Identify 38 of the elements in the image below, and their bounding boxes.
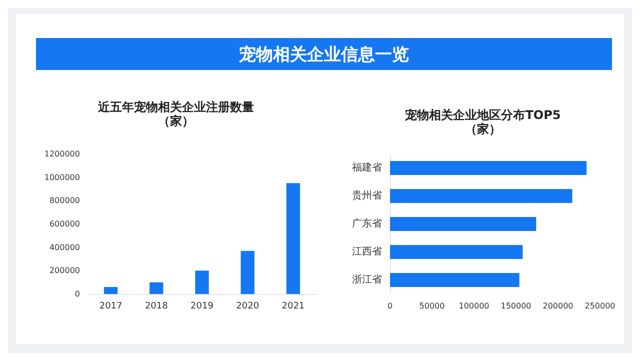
y-tick-label: 广东省 bbox=[352, 218, 382, 230]
bar bbox=[390, 189, 572, 203]
bar bbox=[240, 250, 254, 294]
y-tick-label: 600000 bbox=[49, 220, 80, 228]
bar bbox=[390, 273, 520, 287]
y-tick-label: 800000 bbox=[49, 196, 80, 206]
y-tick-label: 0 bbox=[74, 290, 80, 298]
chart-title: 近五年宠物相关企业注册数量 bbox=[97, 100, 254, 114]
x-tick-label: 2018 bbox=[144, 302, 168, 312]
x-tick-label: 50000 bbox=[419, 302, 445, 310]
y-tick-label: 400000 bbox=[49, 242, 80, 252]
chart-title: 宠物相关企业地区分布TOP5 bbox=[404, 108, 561, 122]
x-tick-label: 2021 bbox=[282, 302, 305, 312]
bar bbox=[390, 217, 536, 231]
y-tick-label: 1200000 bbox=[44, 150, 80, 158]
y-axis-title: （家） bbox=[158, 114, 194, 128]
x-tick-label: 100000 bbox=[458, 302, 490, 310]
x-tick-label: 2019 bbox=[190, 302, 214, 312]
y-tick-label: 浙江省 bbox=[352, 274, 382, 286]
y-tick-label: 福建省 bbox=[352, 162, 382, 174]
x-tick-label: 0 bbox=[387, 302, 393, 310]
x-tick-label: 200000 bbox=[542, 302, 574, 310]
text: 宠物相关企业信息一览 bbox=[36, 38, 612, 70]
x-tick-label: 150000 bbox=[500, 302, 532, 310]
y-tick-label: 200000 bbox=[49, 266, 80, 276]
y-tick-label: 江西省 bbox=[352, 246, 382, 258]
bar bbox=[195, 270, 209, 294]
x-tick-label: 250000 bbox=[584, 302, 616, 310]
y-tick-label: 贵州省 bbox=[352, 190, 382, 202]
bar bbox=[390, 161, 587, 175]
bar bbox=[104, 287, 118, 294]
y-tick-label: 1000000 bbox=[44, 172, 80, 182]
x-tick-label: 2017 bbox=[99, 302, 122, 312]
bar bbox=[286, 183, 300, 294]
x-tick-label: 2020 bbox=[236, 302, 260, 312]
bar bbox=[390, 245, 523, 259]
x-axis-title: （家） bbox=[465, 122, 501, 136]
bar bbox=[150, 282, 164, 294]
